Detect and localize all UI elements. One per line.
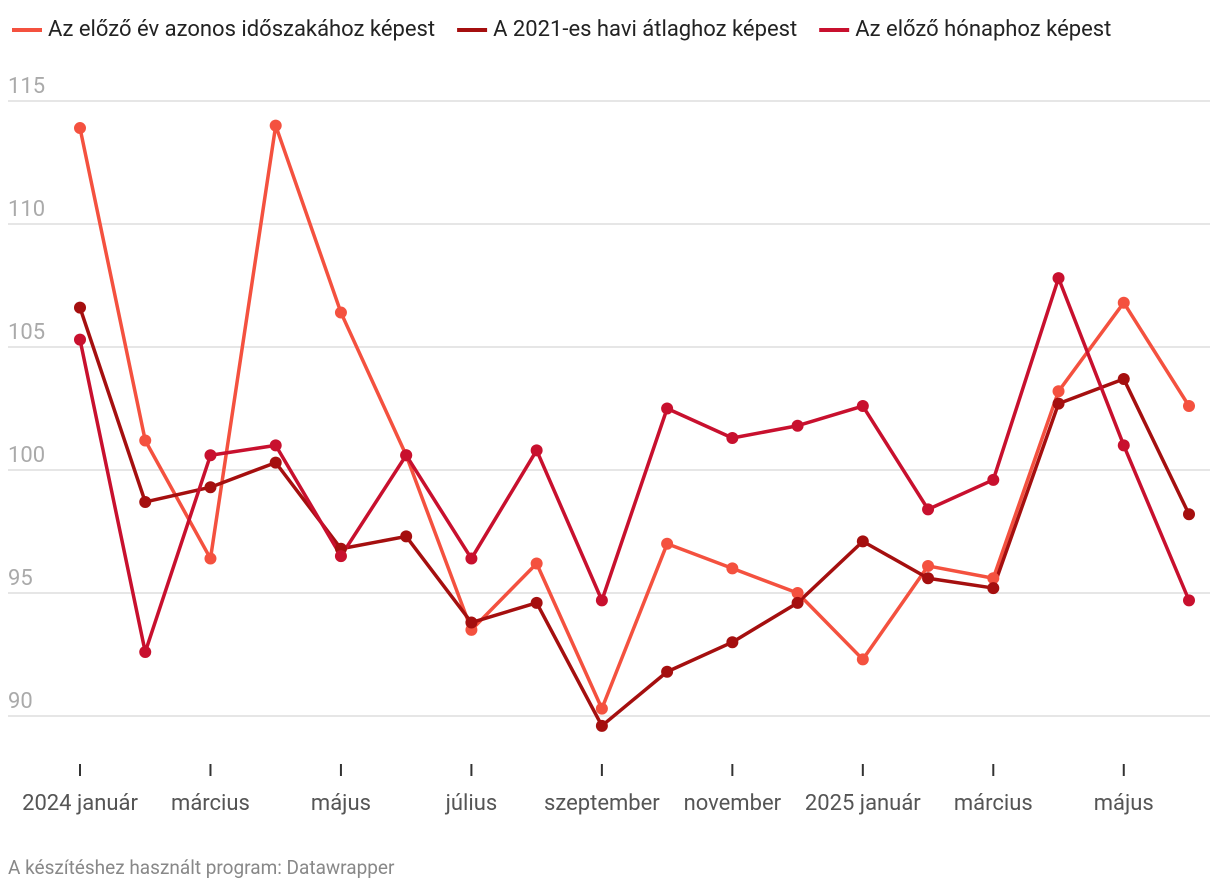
point bbox=[726, 562, 739, 575]
x-tick-label: július bbox=[445, 791, 498, 816]
point bbox=[269, 119, 282, 132]
point bbox=[595, 594, 608, 607]
legend-label: A 2021-es havi átlaghoz képest bbox=[493, 17, 797, 42]
point bbox=[726, 432, 739, 445]
point bbox=[74, 122, 86, 135]
x-tick-label: szeptember bbox=[544, 791, 660, 816]
point bbox=[987, 572, 1000, 585]
point bbox=[74, 333, 86, 346]
point bbox=[334, 550, 347, 563]
point bbox=[595, 702, 608, 715]
point bbox=[595, 719, 608, 732]
legend-label: Az előző hónaphoz képest bbox=[855, 17, 1111, 42]
point bbox=[661, 402, 674, 415]
point bbox=[334, 306, 347, 319]
point bbox=[987, 582, 1000, 595]
point bbox=[726, 636, 739, 649]
point bbox=[400, 530, 413, 543]
point bbox=[269, 439, 282, 452]
point bbox=[922, 572, 935, 585]
point bbox=[1052, 397, 1065, 410]
point bbox=[791, 596, 804, 609]
point bbox=[139, 646, 152, 659]
y-tick-label: 95 bbox=[8, 566, 33, 591]
point bbox=[530, 557, 543, 570]
x-tick-label: május bbox=[1094, 791, 1154, 816]
point bbox=[1183, 594, 1195, 607]
point bbox=[530, 596, 543, 609]
point bbox=[791, 587, 804, 599]
y-tick-label: 105 bbox=[8, 320, 45, 345]
point bbox=[856, 535, 869, 548]
y-tick-label: 100 bbox=[8, 443, 45, 468]
point bbox=[661, 665, 674, 678]
point bbox=[74, 301, 86, 314]
series-line bbox=[78, 123, 1191, 711]
point bbox=[1183, 508, 1195, 521]
point bbox=[1117, 296, 1130, 309]
y-tick-label: 90 bbox=[8, 689, 33, 714]
point bbox=[465, 616, 478, 629]
point bbox=[465, 552, 478, 565]
x-tick-label: november bbox=[684, 791, 782, 816]
point bbox=[269, 456, 282, 469]
point bbox=[139, 495, 152, 508]
point bbox=[1052, 272, 1065, 285]
point bbox=[1117, 372, 1130, 385]
point bbox=[400, 449, 413, 462]
x-tick-label: 2024 január bbox=[22, 791, 138, 816]
point bbox=[856, 653, 869, 666]
source: A készítéshez használt program: Datawrap… bbox=[8, 856, 395, 879]
legend-label: Az előző év azonos időszakához képest bbox=[48, 17, 435, 42]
series-line bbox=[78, 276, 1191, 654]
point bbox=[1052, 385, 1065, 398]
point bbox=[987, 473, 1000, 486]
point bbox=[204, 481, 217, 494]
x-tick-label: 2025 január bbox=[805, 791, 921, 816]
point bbox=[922, 559, 935, 572]
point bbox=[1117, 439, 1130, 452]
x-tick-label: március bbox=[171, 791, 250, 816]
point bbox=[139, 434, 152, 447]
x-tick-label: március bbox=[954, 791, 1033, 816]
point bbox=[856, 400, 869, 413]
point bbox=[661, 537, 674, 550]
x-tick-label: május bbox=[311, 791, 371, 816]
point bbox=[204, 552, 217, 565]
point bbox=[530, 444, 543, 457]
y-tick-label: 115 bbox=[8, 74, 45, 99]
point bbox=[922, 503, 935, 516]
point bbox=[204, 449, 217, 462]
y-tick-label: 110 bbox=[8, 197, 45, 222]
point bbox=[1183, 400, 1195, 413]
point bbox=[791, 419, 804, 432]
series-line bbox=[78, 307, 1191, 728]
